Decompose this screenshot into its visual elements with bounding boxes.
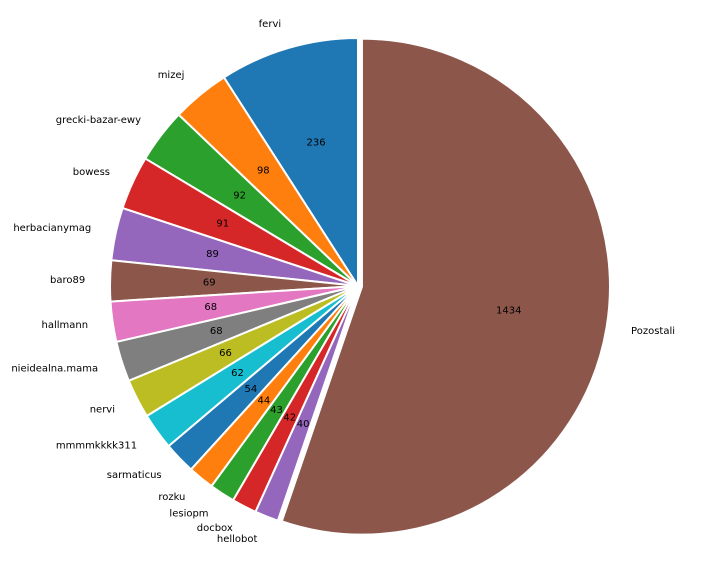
category-label-nervi: nervi	[90, 405, 115, 416]
category-label-grecki-bazar-ewy: grecki-bazar-ewy	[56, 115, 141, 126]
category-label-rozku: rozku	[158, 492, 185, 503]
pie-slices	[109, 37, 611, 536]
value-label-pozostali: 1434	[496, 306, 521, 317]
value-label-baro89: 69	[203, 277, 216, 288]
value-label-nervi: 66	[219, 348, 232, 359]
value-label-hellobot: 40	[297, 419, 310, 430]
category-label-nieidealna-mama: nieidealna.mama	[11, 364, 98, 375]
category-label-lesiopm: lesiopm	[169, 509, 208, 520]
pie-slice-hellobot	[254, 285, 359, 522]
pie-category-labels: fervi mizej grecki-bazar-ewy bowess herbacia…	[11, 19, 675, 545]
value-label-rozku: 44	[257, 396, 270, 407]
category-label-sarmaticus: sarmaticus	[107, 470, 162, 481]
category-label-hellobot: hellobot	[217, 534, 258, 545]
category-label-hallmann: hallmann	[41, 320, 88, 331]
value-label-grecki-bazar-ewy: 92	[233, 190, 246, 201]
category-label-mmmmkkkk311: mmmmkkkk311	[56, 441, 137, 452]
pie-slice-pozostali	[280, 37, 611, 536]
category-label-pozostali: Pozostali	[631, 326, 675, 337]
value-label-lesiopm: 43	[270, 405, 283, 416]
category-label-docbox: docbox	[197, 523, 233, 534]
category-label-fervi: fervi	[259, 19, 281, 30]
value-label-sarmaticus: 54	[245, 384, 258, 395]
value-label-docbox: 42	[283, 413, 296, 424]
category-label-herbacianymag: herbacianymag	[13, 223, 91, 234]
value-label-mmmmkkkk311: 62	[231, 368, 244, 379]
value-label-herbacianymag: 89	[206, 249, 219, 260]
value-label-hallmann: 68	[204, 302, 217, 313]
value-label-fervi: 236	[307, 138, 326, 149]
value-label-nieidealna-mama: 68	[210, 326, 223, 337]
pie-slice-fervi	[222, 37, 359, 287]
value-label-mizej: 98	[257, 166, 270, 177]
category-label-baro89: baro89	[50, 275, 85, 286]
category-label-bowess: bowess	[73, 167, 110, 178]
value-label-bowess: 91	[216, 219, 229, 230]
category-label-mizej: mizej	[158, 70, 185, 81]
